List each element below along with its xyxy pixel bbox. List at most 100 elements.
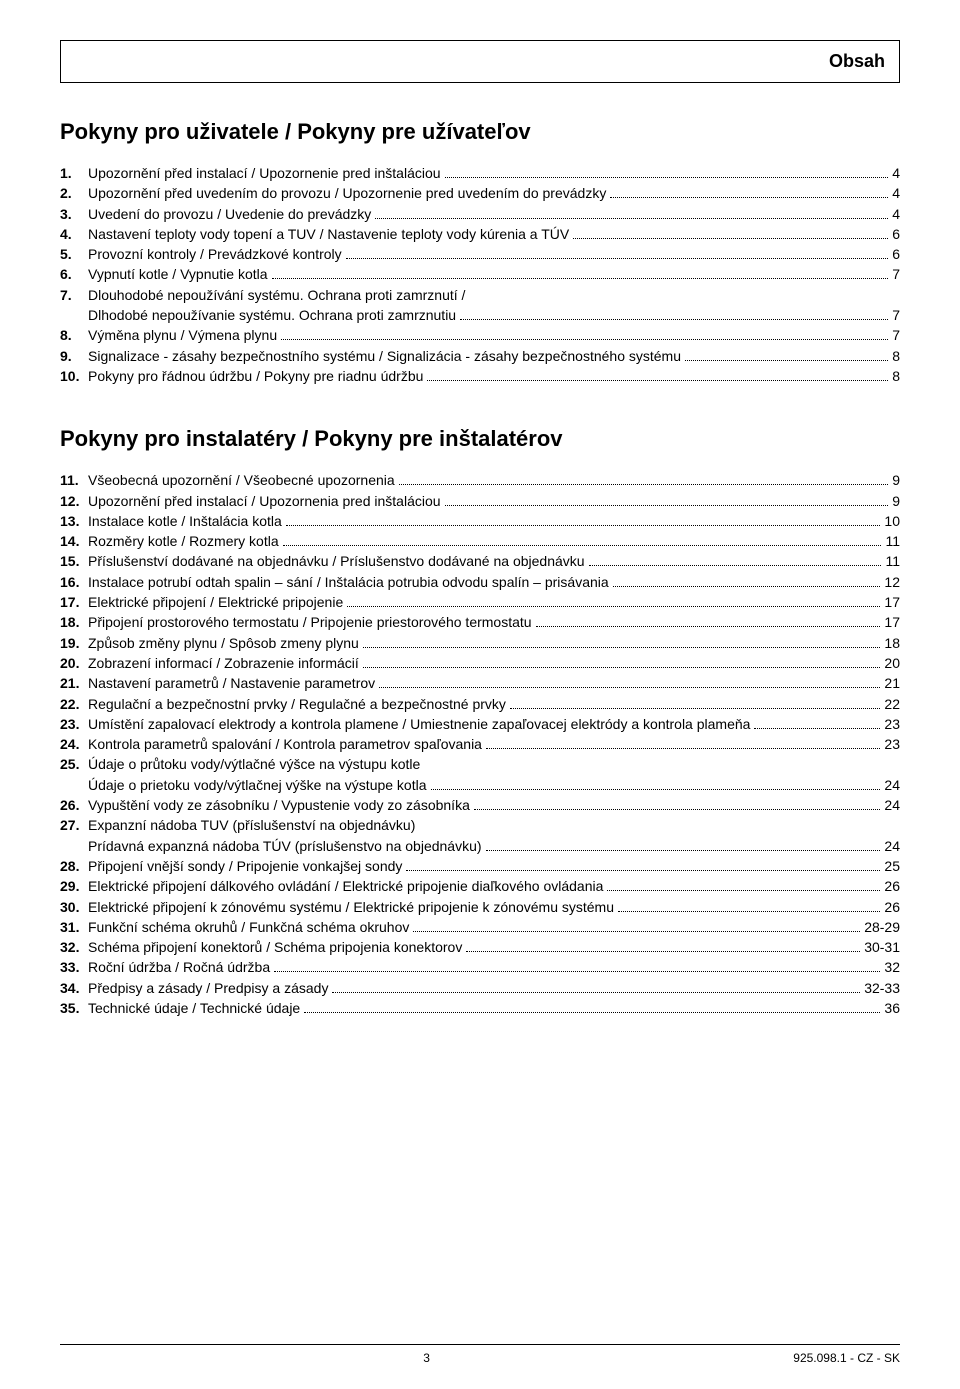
toc-num: 7.: [60, 285, 88, 305]
toc-leader: [274, 960, 880, 973]
toc-row: 12.Upozornění před instalací / Upozornen…: [60, 491, 900, 511]
toc-page: 24: [884, 775, 900, 795]
toc-row: 34.Předpisy a zásady / Predpisy a zásady…: [60, 978, 900, 998]
toc-page: 20: [884, 653, 900, 673]
toc-num: 23.: [60, 714, 88, 734]
toc-row: 2.Upozornění před uvedením do provozu / …: [60, 183, 900, 203]
toc-page: 6: [892, 224, 900, 244]
toc-leader: [363, 635, 881, 648]
toc-num: 25.: [60, 754, 88, 774]
toc-text: Instalace potrubí odtah spalin – sání / …: [88, 572, 609, 592]
toc-page: 4: [892, 204, 900, 224]
toc-row: 14.Rozměry kotle / Rozmery kotla11: [60, 531, 900, 551]
toc-num: 18.: [60, 612, 88, 632]
toc-text: Rozměry kotle / Rozmery kotla: [88, 531, 279, 551]
toc-row: 20.Zobrazení informací / Zobrazenie info…: [60, 653, 900, 673]
toc-text: Upozornění před instalací / Upozornenie …: [88, 163, 441, 183]
toc-page: 7: [892, 264, 900, 284]
header-title: Obsah: [829, 51, 885, 71]
toc-row: 7.Dlouhodobé nepoužívání systému. Ochran…: [60, 285, 900, 305]
toc-page: 24: [884, 795, 900, 815]
toc-page: 26: [884, 876, 900, 896]
toc-num: 6.: [60, 264, 88, 284]
toc-text: Připojení vnější sondy / Pripojenie vonk…: [88, 856, 402, 876]
toc-leader: [286, 513, 881, 526]
toc-num: 35.: [60, 998, 88, 1018]
toc-num: 15.: [60, 551, 88, 571]
toc-leader: [466, 940, 860, 953]
toc-leader: [283, 534, 882, 547]
toc-row: 29.Elektrické připojení dálkového ovládá…: [60, 876, 900, 896]
toc-leader: [281, 328, 888, 341]
toc-num: 32.: [60, 937, 88, 957]
toc-leader: [754, 716, 880, 729]
toc-row: 24.Kontrola parametrů spalování / Kontro…: [60, 734, 900, 754]
toc-page: 21: [884, 673, 900, 693]
toc-leader: [427, 368, 888, 381]
toc-subrow: Dlhodobé nepoužívanie systému. Ochrana p…: [60, 305, 900, 325]
toc-text: Umístění zapalovací elektrody a kontrola…: [88, 714, 750, 734]
toc-row: 21.Nastavení parametrů / Nastavenie para…: [60, 673, 900, 693]
toc-row: 31.Funkční schéma okruhů / Funkčná schém…: [60, 917, 900, 937]
toc-num: 2.: [60, 183, 88, 203]
toc-page: 26: [884, 897, 900, 917]
toc-text: Příslušenství dodávané na objednávku / P…: [88, 551, 585, 571]
toc-leader: [347, 594, 880, 607]
toc-leader: [272, 267, 889, 280]
footer: 3 925.098.1 - CZ - SK: [60, 1344, 900, 1365]
toc-row: 23.Umístění zapalovací elektrody a kontr…: [60, 714, 900, 734]
toc-row: 33.Roční údržba / Ročná údržba32: [60, 957, 900, 977]
toc-num: 13.: [60, 511, 88, 531]
toc-num: 27.: [60, 815, 88, 835]
toc-num: 26.: [60, 795, 88, 815]
toc-text: Dlouhodobé nepoužívání systému. Ochrana …: [88, 285, 465, 305]
toc-page: 9: [892, 491, 900, 511]
toc-row: 28.Připojení vnější sondy / Pripojenie v…: [60, 856, 900, 876]
toc-num: 22.: [60, 694, 88, 714]
toc-text: Údaje o průtoku vody/výtlačné výšce na v…: [88, 754, 420, 774]
toc-row: 11.Všeobecná upozornění / Všeobecné upoz…: [60, 470, 900, 490]
section2-title: Pokyny pro instalatéry / Pokyny pre inšt…: [60, 426, 900, 452]
toc-num: 30.: [60, 897, 88, 917]
toc-num: 21.: [60, 673, 88, 693]
toc-page: 12: [884, 572, 900, 592]
toc-text: Schéma připojení konektorů / Schéma prip…: [88, 937, 462, 957]
toc-leader: [413, 919, 860, 932]
toc-text: Předpisy a zásady / Predpisy a zásady: [88, 978, 328, 998]
toc-page: 36: [884, 998, 900, 1018]
toc-text: Provozní kontroly / Prevádzkové kontroly: [88, 244, 342, 264]
toc-text: Elektrické připojení k zónovému systému …: [88, 897, 614, 917]
toc-text: Instalace kotle / Inštalácia kotla: [88, 511, 282, 531]
toc-subrow: Prídavná expanzná nádoba TÚV (príslušens…: [60, 836, 900, 856]
toc-page: 32: [884, 957, 900, 977]
toc-text: Nastavení parametrů / Nastavenie paramet…: [88, 673, 375, 693]
toc-leader: [431, 777, 881, 790]
toc-num: 31.: [60, 917, 88, 937]
toc-leader: [510, 696, 881, 709]
section1-title: Pokyny pro uživatele / Pokyny pre užívat…: [60, 119, 900, 145]
toc-section1: 1.Upozornění před instalací / Upozorneni…: [60, 163, 900, 386]
toc-num: 19.: [60, 633, 88, 653]
toc-leader: [486, 838, 881, 851]
footer-page: 3: [60, 1351, 793, 1365]
toc-leader: [332, 980, 860, 993]
toc-text: Upozornění před instalací / Upozornenia …: [88, 491, 441, 511]
toc-text: Expanzní nádoba TUV (příslušenství na ob…: [88, 815, 415, 835]
toc-num: 14.: [60, 531, 88, 551]
toc-row: 22.Regulační a bezpečnostní prvky / Regu…: [60, 694, 900, 714]
toc-page: 18: [884, 633, 900, 653]
toc-row: 35.Technické údaje / Technické údaje36: [60, 998, 900, 1018]
toc-row: 10.Pokyny pro řádnou údržbu / Pokyny pre…: [60, 366, 900, 386]
toc-num: 20.: [60, 653, 88, 673]
toc-num: 17.: [60, 592, 88, 612]
toc-leader: [618, 899, 880, 912]
toc-subtext: Údaje o prietoku vody/výtlačnej výške na…: [88, 775, 427, 795]
toc-leader: [363, 655, 881, 668]
toc-text: Upozornění před uvedením do provozu / Up…: [88, 183, 606, 203]
toc-subtext: Dlhodobé nepoužívanie systému. Ochrana p…: [88, 305, 456, 325]
toc-num: 28.: [60, 856, 88, 876]
toc-row: 25.Údaje o průtoku vody/výtlačné výšce n…: [60, 754, 900, 774]
toc-page: 23: [884, 714, 900, 734]
toc-page: 8: [892, 366, 900, 386]
toc-text: Připojení prostorového termostatu / Prip…: [88, 612, 532, 632]
